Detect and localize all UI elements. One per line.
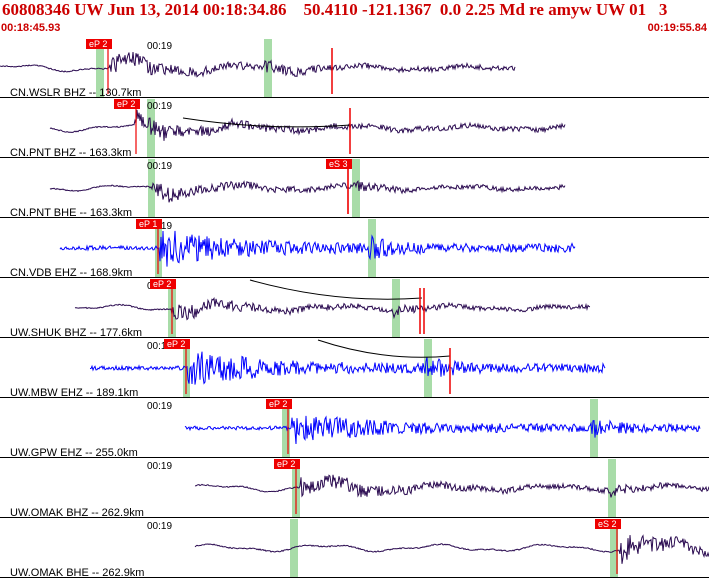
pick-label[interactable]: eS 2 — [595, 519, 621, 574]
pick-label[interactable]: eP 2 — [266, 399, 292, 454]
pick-box[interactable] — [266, 399, 292, 409]
station-label: CN.PNT BHZ -- 163.3km — [10, 147, 131, 159]
pick-label[interactable]: eP 2 — [150, 279, 176, 334]
pick-text: eP 2 — [269, 399, 287, 409]
moveout-curve — [182, 117, 351, 128]
pick-label[interactable]: eS 3 — [326, 159, 352, 214]
trace-row[interactable]: 00:19 eP 2 CN.WSLR BHZ -- 130.7km — [0, 39, 709, 99]
pick-box[interactable] — [114, 99, 140, 109]
time-tick-label: 00:19 — [147, 461, 172, 472]
pick-text: eP 2 — [153, 279, 171, 289]
pick-text: eP 2 — [117, 99, 135, 109]
pick-label[interactable]: eP 2 — [164, 339, 190, 394]
pick-text: eP 1 — [139, 219, 157, 229]
pick-label[interactable]: eP 1 — [136, 219, 162, 274]
pick-text: eS 2 — [598, 519, 617, 529]
station-label: UW.OMAK BHE -- 262.9km — [10, 567, 144, 578]
pick-box[interactable] — [150, 279, 176, 289]
waveform — [0, 51, 516, 78]
time-tick-label: 00:19 — [147, 161, 172, 172]
pick-text: eS 3 — [329, 159, 348, 169]
event-header: 60808346 UW Jun 13, 2014 00:18:34.86 50.… — [0, 0, 709, 38]
waveform — [184, 415, 701, 445]
time-tick-label: 00:19 — [147, 341, 172, 352]
waveform — [194, 474, 709, 498]
pick-box[interactable] — [136, 219, 162, 229]
trace-row[interactable]: 00:19 eP 2 UW.OMAK BHZ -- 262.9km — [0, 459, 709, 519]
seismogram-panel[interactable]: 00:19 eP 2 CN.WSLR BHZ -- 130.7km 00:19 eP 2… — [0, 38, 709, 578]
phase-window — [610, 519, 618, 578]
pick-box[interactable] — [595, 519, 621, 529]
phase-window — [392, 279, 400, 338]
window-end-time: 00:19:55.84 — [647, 22, 707, 34]
station-label: UW.SHUK BHZ -- 177.6km — [10, 327, 142, 339]
waveform — [74, 297, 591, 321]
pick-label[interactable]: eP 2 — [86, 39, 112, 94]
pick-text: eP 2 — [167, 339, 185, 349]
time-tick-label: 00:19 — [147, 521, 172, 532]
time-tick-label: 00:19 — [147, 41, 172, 52]
trace-row[interactable]: 00:19 eP 2 CN.PNT BHZ -- 163.3km — [0, 99, 709, 159]
station-label: UW.GPW EHZ -- 255.0km — [10, 447, 138, 459]
time-tick-label: 00:19 — [147, 401, 172, 412]
phase-window — [608, 459, 616, 518]
time-tick-label: 00:19 — [147, 101, 172, 112]
waveform — [89, 351, 606, 385]
pick-label[interactable]: eP 2 — [274, 459, 300, 514]
station-label: UW.OMAK BHZ -- 262.9km — [10, 507, 144, 519]
trace-row[interactable]: 00:19 eS 2 UW.OMAK BHE -- 262.9km — [0, 519, 709, 578]
station-label: CN.PNT BHE -- 163.3km — [10, 207, 132, 219]
waveform — [194, 534, 709, 564]
pick-text: eP 2 — [89, 39, 107, 49]
trace-row[interactable]: 00:19 eP 2 UW.GPW EHZ -- 255.0km — [0, 399, 709, 459]
phase-window — [368, 219, 376, 278]
window-start-time: 00:18:45.93 — [1, 22, 61, 34]
phase-window — [282, 399, 290, 458]
event-title: 60808346 UW Jun 13, 2014 00:18:34.86 50.… — [2, 0, 668, 19]
station-label: CN.VDB EHZ -- 168.9km — [10, 267, 132, 279]
pick-label[interactable]: eP 2 — [114, 99, 140, 154]
phase-window — [264, 39, 272, 98]
phase-window — [352, 159, 360, 218]
station-label: CN.WSLR BHZ -- 130.7km — [10, 87, 141, 99]
trace-row[interactable]: 00:19 eS 3 CN.PNT BHE -- 163.3km — [0, 159, 709, 219]
waveform — [49, 109, 566, 141]
pick-box[interactable] — [326, 159, 352, 169]
moveout-curve — [249, 279, 423, 300]
waveform — [49, 180, 566, 203]
pick-text: eP 2 — [277, 459, 295, 469]
moveout-curve — [317, 339, 451, 358]
waveform — [59, 230, 576, 267]
station-label: UW.MBW EHZ -- 189.1km — [10, 387, 138, 399]
pick-box[interactable] — [86, 39, 112, 49]
phase-window — [290, 519, 298, 578]
pick-box[interactable] — [164, 339, 190, 349]
pick-box[interactable] — [274, 459, 300, 469]
